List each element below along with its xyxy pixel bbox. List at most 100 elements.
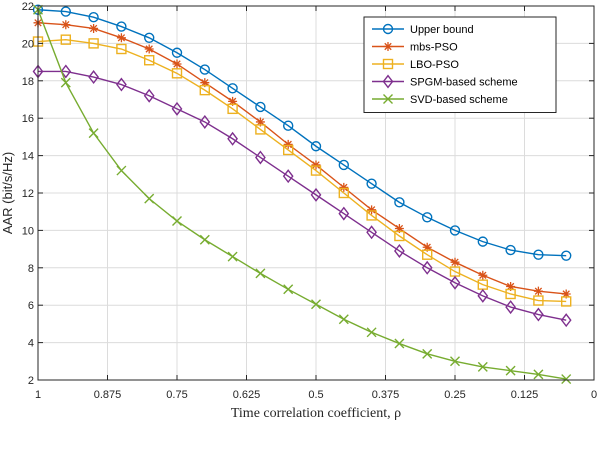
data-point [88, 12, 99, 23]
data-point [227, 131, 238, 146]
series-asterisk [33, 18, 571, 299]
data-point [255, 101, 266, 113]
series-line [38, 70, 567, 321]
data-point [171, 68, 183, 79]
data-point [116, 21, 127, 32]
data-point [116, 77, 127, 92]
x-tick-label: 0.5 [308, 389, 323, 401]
legend-label: LBO-PSO [410, 59, 459, 71]
data-point [366, 210, 377, 221]
data-point [367, 205, 377, 215]
data-point [283, 139, 293, 149]
x-tick-label: 0.875 [94, 389, 122, 401]
legend-label: SPGM-based scheme [410, 77, 518, 89]
x-ticks: 1 0.875 0.75 0.625 0.5 0.375 0.25 0.125 0 [35, 6, 597, 401]
legend-item: SVD-based scheme [372, 94, 508, 106]
data-point [394, 243, 405, 258]
x-tick-label: 0.625 [233, 389, 261, 401]
data-point [255, 150, 266, 165]
legend-item: SPGM-based scheme [372, 74, 518, 89]
data-point [60, 64, 72, 79]
legend-item: mbs-PSO [372, 42, 458, 54]
data-point [143, 88, 155, 103]
data-point [171, 47, 183, 58]
data-point [88, 128, 99, 139]
legend-label: Upper bound [410, 24, 474, 36]
data-point [88, 70, 99, 85]
y-tick-label: 22 [22, 1, 34, 13]
data-point [199, 234, 210, 245]
data-point [477, 361, 488, 372]
data-point [449, 275, 461, 290]
y-tick-label: 6 [28, 300, 34, 312]
legend-item: Upper bound [372, 23, 474, 36]
data-point [338, 159, 349, 171]
x-tick-label: 0.375 [372, 389, 400, 401]
data-point [171, 101, 183, 116]
data-point [382, 58, 394, 70]
data-point [560, 313, 572, 328]
series-line [37, 22, 567, 295]
data-point [227, 251, 238, 262]
data-point [227, 103, 238, 115]
data-point [366, 178, 377, 189]
y-tick-label: 10 [22, 225, 34, 237]
series-layer [32, 4, 572, 385]
data-point [366, 327, 377, 338]
data-point [282, 169, 294, 184]
data-point [383, 94, 393, 104]
data-point [227, 83, 238, 94]
data-point [311, 160, 321, 170]
data-point [310, 141, 322, 152]
data-point [116, 165, 127, 176]
data-point [144, 193, 155, 204]
data-point [477, 236, 488, 247]
data-point [394, 224, 404, 234]
data-point [505, 365, 516, 376]
data-point [143, 32, 155, 43]
data-point [394, 338, 405, 349]
data-point [450, 257, 460, 267]
data-point [116, 33, 126, 43]
data-point [533, 295, 544, 306]
data-point [422, 249, 433, 260]
series-circle [32, 4, 572, 261]
x-tick-label: 0.25 [444, 389, 465, 401]
series-x [33, 4, 572, 385]
data-point [382, 74, 394, 89]
data-point [310, 187, 322, 202]
data-point [383, 42, 393, 51]
data-point [533, 286, 543, 296]
x-tick-label: 0.75 [166, 389, 187, 401]
data-point [561, 374, 572, 385]
data-point [421, 260, 433, 275]
data-point [506, 282, 516, 291]
x-tick-label: 0.125 [511, 389, 539, 401]
series-square [32, 34, 572, 307]
data-point [561, 289, 571, 299]
data-point [533, 369, 544, 380]
data-point [338, 187, 349, 199]
data-point [533, 249, 544, 260]
data-point [422, 242, 432, 252]
data-point [60, 77, 71, 88]
legend-box [363, 16, 557, 113]
data-point [450, 356, 460, 367]
series-diamond [32, 64, 572, 328]
data-point [143, 55, 155, 66]
data-point [283, 144, 294, 156]
data-point [144, 44, 154, 54]
y-tick-label: 12 [22, 188, 34, 200]
data-point [310, 165, 322, 176]
data-point [449, 225, 461, 236]
data-point [477, 288, 489, 303]
data-point [255, 124, 266, 135]
data-point [394, 197, 405, 208]
y-tick-label: 14 [22, 151, 34, 163]
y-tick-label: 4 [28, 338, 34, 350]
data-point [88, 38, 99, 49]
data-point [199, 64, 211, 75]
data-point [283, 284, 294, 295]
data-point [311, 299, 321, 310]
